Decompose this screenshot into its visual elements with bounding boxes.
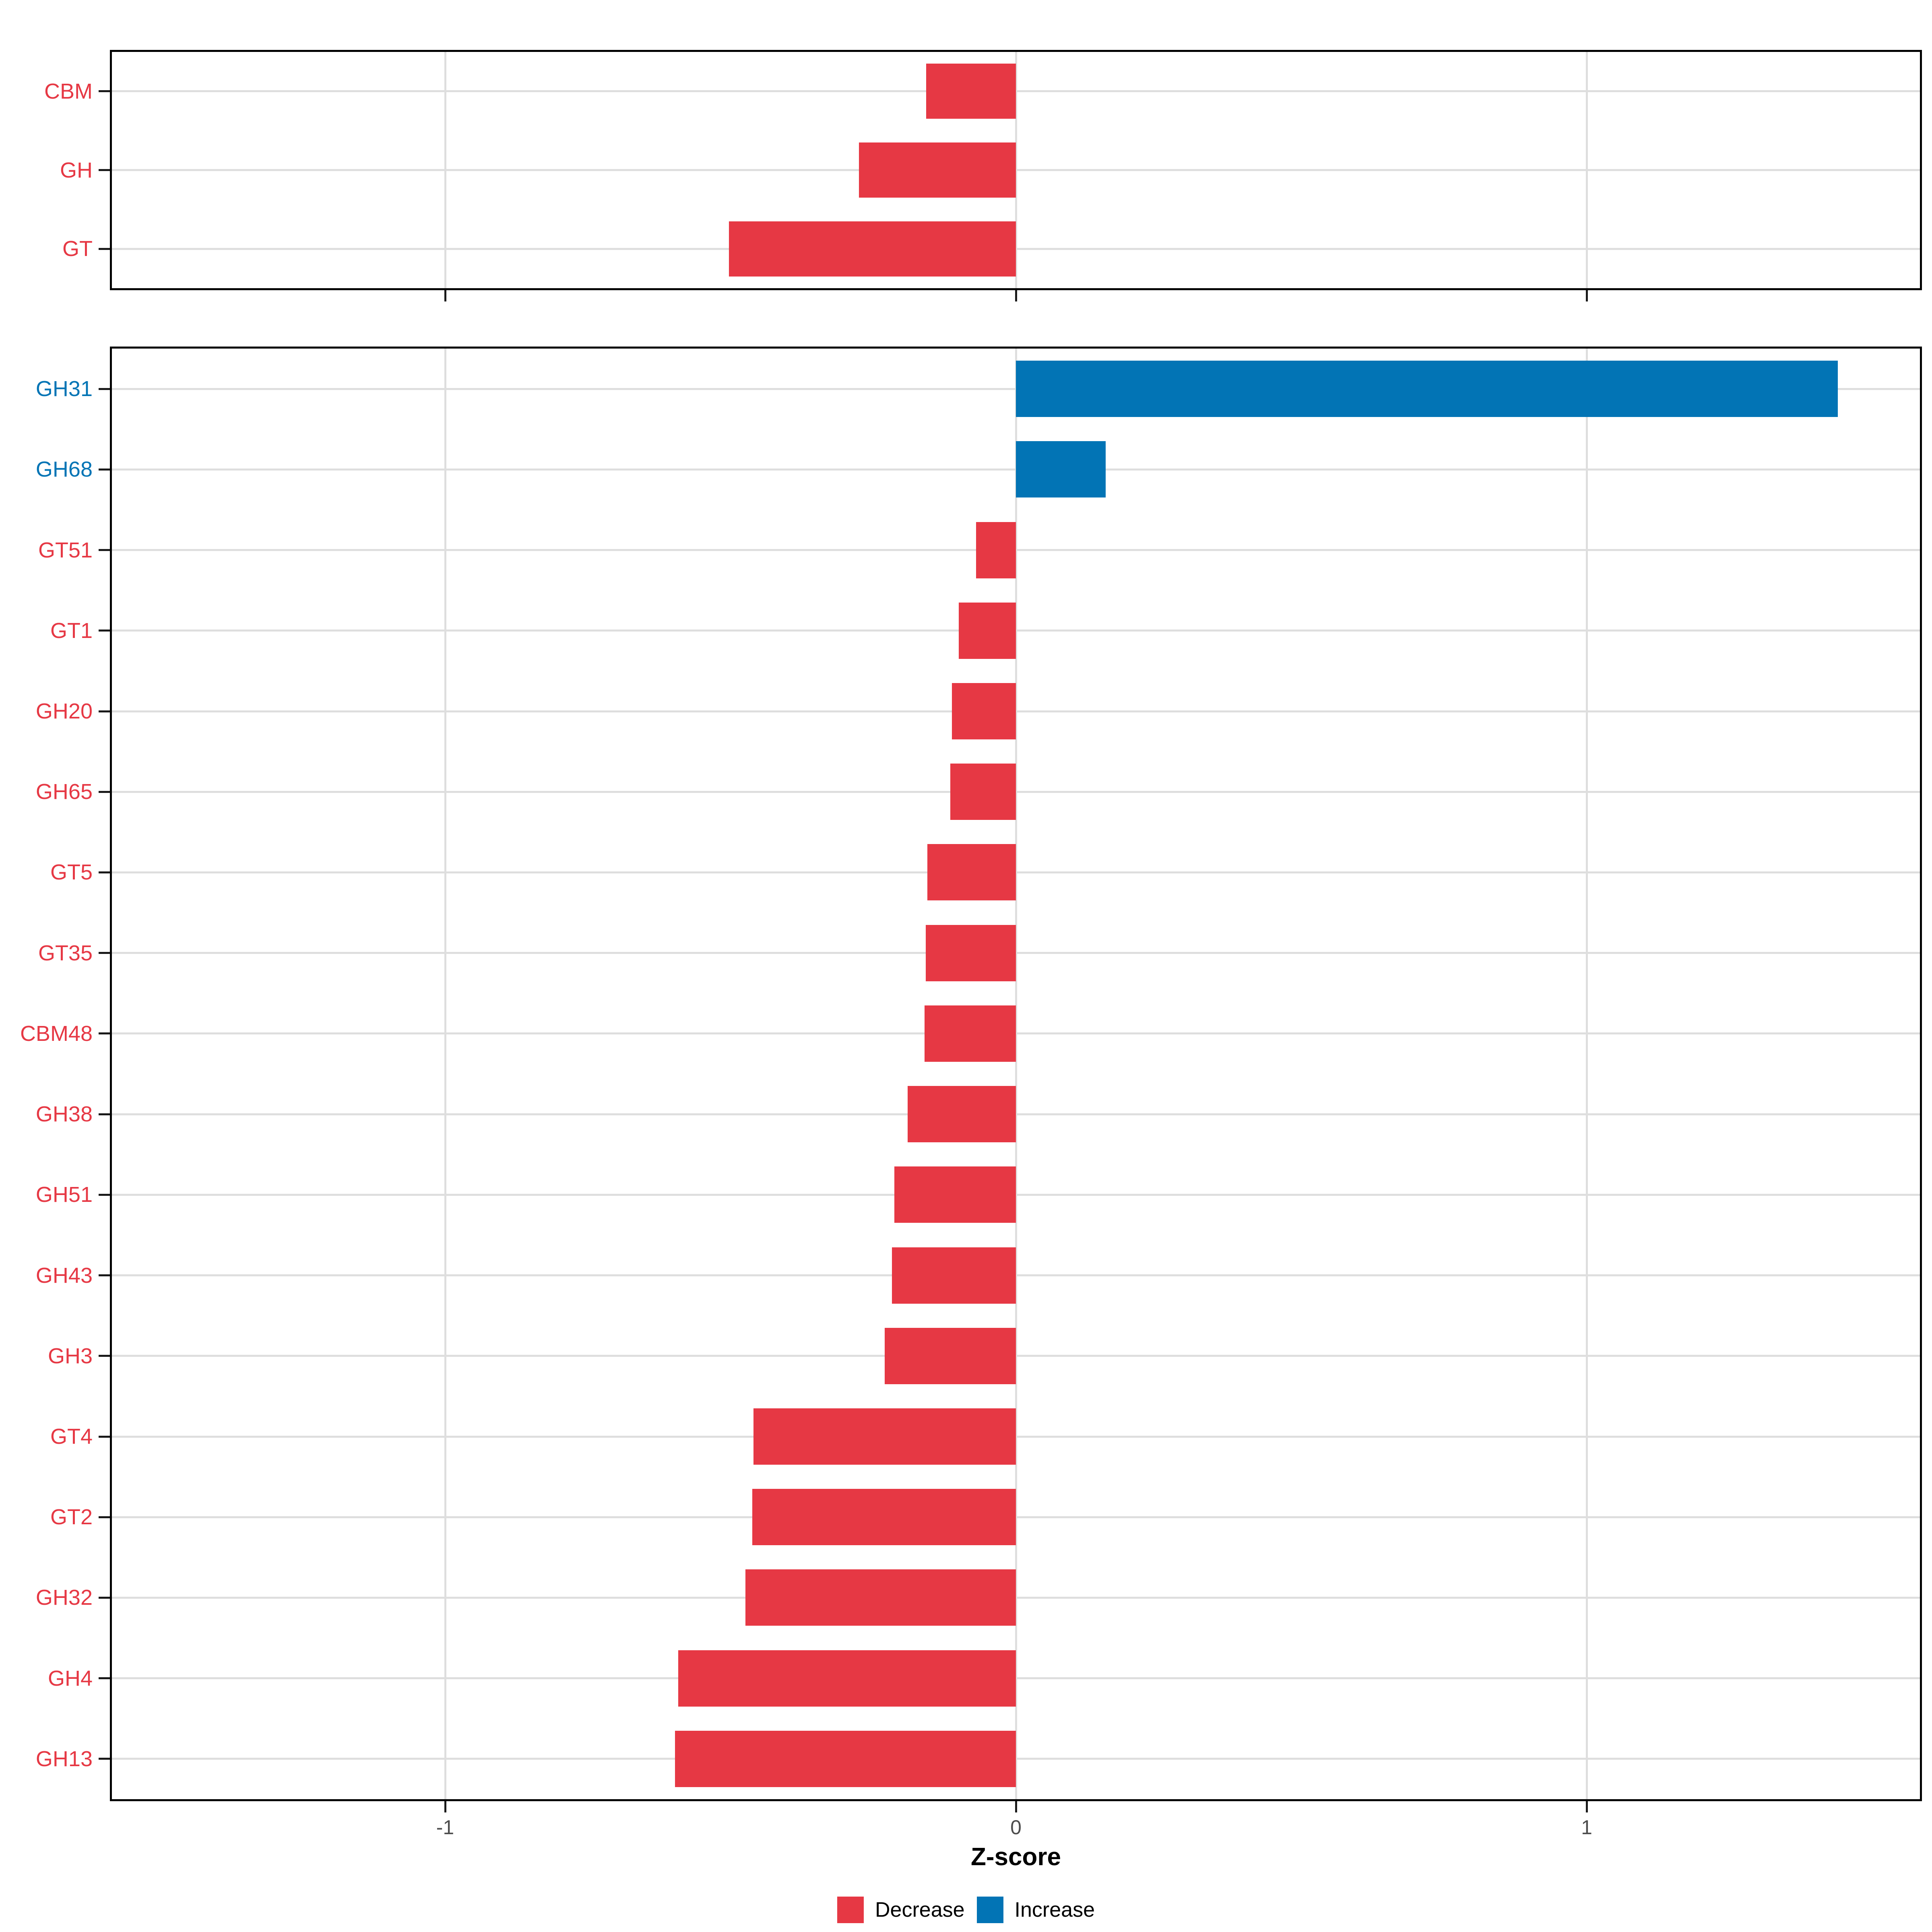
y-label-GH65: GH65	[35, 780, 93, 804]
x-axis-tick-cazyme-families-1	[1586, 1801, 1588, 1812]
x-axis-tick-cazyme-families-0	[1015, 1801, 1017, 1812]
y-label-CBM48: CBM48	[20, 1022, 93, 1046]
bar-GH3	[885, 1328, 1016, 1384]
y-axis-tick-GT4	[99, 1436, 110, 1438]
y-label-GH: GH	[60, 158, 93, 182]
bar-CBM	[926, 64, 1016, 119]
gridline-x-0	[1015, 52, 1017, 288]
y-label-GH13: GH13	[35, 1747, 93, 1771]
panel-plot-area-cazyme-classes	[112, 52, 1920, 288]
y-label-GT4: GT4	[50, 1424, 93, 1449]
x-axis-title: Z-score	[971, 1843, 1061, 1871]
y-label-GT2: GT2	[50, 1505, 93, 1529]
y-label-GT51: GT51	[38, 538, 93, 562]
y-axis-tick-GH4	[99, 1677, 110, 1679]
bar-GT2	[752, 1489, 1016, 1545]
y-label-GH38: GH38	[35, 1102, 93, 1126]
y-axis-tick-GT	[99, 248, 110, 250]
x-axis-tick-cazyme-classes-1	[1586, 290, 1588, 301]
x-axis-tick-cazyme-families--1	[444, 1801, 446, 1812]
bar-GH38	[908, 1086, 1016, 1142]
legend-item-increase: Increase	[976, 1897, 1095, 1923]
y-axis-tick-GH68	[99, 469, 110, 471]
gridline-x-0	[1015, 349, 1017, 1799]
bar-GT1	[959, 603, 1016, 659]
x-tick-label-1: 1	[1581, 1816, 1592, 1839]
y-axis-tick-GT35	[99, 952, 110, 954]
x-axis-tick-cazyme-classes--1	[444, 290, 446, 301]
bar-GH65	[950, 764, 1016, 820]
bar-CBM48	[925, 1005, 1016, 1062]
y-axis-tick-GH	[99, 169, 110, 171]
x-tick-label-0: 0	[1010, 1816, 1022, 1839]
panel-cazyme-classes	[110, 50, 1922, 290]
y-axis-tick-GH51	[99, 1194, 110, 1196]
bar-GT4	[753, 1408, 1016, 1465]
x-axis-tick-cazyme-classes-0	[1015, 290, 1017, 301]
y-axis-tick-GH20	[99, 710, 110, 712]
gridline-x-1	[1586, 52, 1588, 288]
bar-GH4	[678, 1650, 1016, 1707]
y-axis-tick-GT1	[99, 630, 110, 632]
y-axis-tick-CBM	[99, 90, 110, 92]
gridline-x-1	[1586, 349, 1588, 1799]
bar-GH13	[675, 1731, 1016, 1787]
gridline-x--1	[444, 52, 446, 288]
y-label-GH20: GH20	[35, 699, 93, 723]
bar-GH31	[1016, 361, 1838, 417]
bar-GH	[859, 142, 1016, 198]
gridline-x--1	[444, 349, 446, 1799]
y-label-GH4: GH4	[47, 1666, 93, 1690]
y-axis-tick-GT5	[99, 871, 110, 873]
legend-key-decrease	[837, 1897, 864, 1923]
y-axis-tick-GH3	[99, 1355, 110, 1357]
y-label-GH32: GH32	[35, 1585, 93, 1610]
y-label-GH68: GH68	[35, 457, 93, 481]
legend: Decrease Increase	[0, 1897, 1932, 1923]
y-label-GT1: GT1	[50, 619, 93, 643]
y-axis-tick-GH43	[99, 1274, 110, 1276]
y-label-GT: GT	[62, 237, 93, 261]
legend-key-increase	[976, 1897, 1003, 1923]
legend-label-decrease: Decrease	[875, 1898, 965, 1922]
y-axis-tick-GH31	[99, 388, 110, 390]
y-label-CBM: CBM	[44, 79, 93, 103]
y-label-GH31: GH31	[35, 377, 93, 401]
x-tick-label--1: -1	[436, 1816, 454, 1839]
y-axis-tick-GT2	[99, 1516, 110, 1518]
bar-GH32	[745, 1569, 1016, 1626]
bar-GT5	[927, 844, 1016, 900]
bar-GH68	[1016, 441, 1106, 497]
bar-GH20	[952, 683, 1016, 739]
y-axis-tick-GH65	[99, 791, 110, 793]
legend-item-decrease: Decrease	[837, 1897, 965, 1923]
y-label-GH3: GH3	[47, 1344, 93, 1368]
bar-GH43	[892, 1247, 1016, 1304]
y-label-GH51: GH51	[35, 1183, 93, 1207]
y-axis-tick-GH13	[99, 1758, 110, 1760]
y-label-GT35: GT35	[38, 941, 93, 965]
panel-plot-area-cazyme-families	[112, 349, 1920, 1799]
y-axis-tick-GH38	[99, 1113, 110, 1115]
y-label-GH43: GH43	[35, 1263, 93, 1288]
bar-GT51	[976, 522, 1016, 578]
bar-GH51	[894, 1166, 1016, 1223]
y-axis-tick-CBM48	[99, 1032, 110, 1034]
panel-cazyme-families	[110, 347, 1922, 1801]
legend-label-increase: Increase	[1014, 1898, 1095, 1922]
y-label-GT5: GT5	[50, 860, 93, 884]
bar-GT	[729, 221, 1016, 277]
bar-GT35	[926, 925, 1016, 981]
y-axis-tick-GH32	[99, 1597, 110, 1599]
y-axis-tick-GT51	[99, 549, 110, 551]
